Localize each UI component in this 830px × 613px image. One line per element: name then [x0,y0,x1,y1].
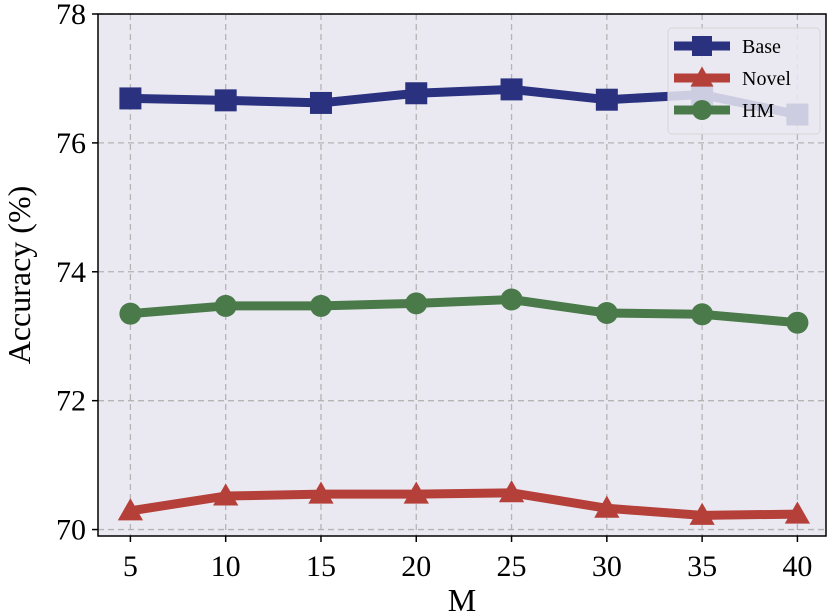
data-point [405,292,428,315]
legend-marker [692,100,712,120]
x-axis-ticks: 5 10 15 20 25 30 35 40 [123,536,812,583]
data-point [309,91,332,114]
legend-item-novel: Novel [674,66,791,90]
x-tick-label: 40 [782,550,812,583]
y-axis-label: Accuracy (%) [1,186,37,365]
legend-item-base: Base [674,36,781,58]
legend-label: HM [742,100,774,122]
y-axis-ticks: 70 72 74 76 78 [56,0,98,547]
legend-label: Base [742,36,781,58]
y-tick-label: 76 [56,127,86,160]
y-tick-label: 74 [56,256,86,289]
y-tick-label: 70 [56,514,86,547]
data-point [595,88,618,111]
legend-marker [692,36,712,56]
y-tick-label: 78 [56,0,86,31]
data-point [595,302,618,325]
data-point [498,480,525,503]
x-tick-label: 35 [687,550,717,583]
data-point [117,498,144,521]
data-point [784,501,811,524]
data-point [119,87,142,110]
plot-frame [97,13,827,537]
x-tick-label: 15 [306,550,336,583]
x-tick-label: 10 [211,550,241,583]
data-point [691,303,714,326]
legend-label: Novel [742,68,791,90]
data-point [594,495,620,518]
legend: Base Novel HM [667,27,821,135]
x-axis-label: M [448,582,476,613]
series-line [129,488,798,520]
data-point [309,294,332,317]
data-point [786,311,809,334]
legend-item-hm: HM [674,100,774,122]
data-point [500,78,523,101]
x-tick-label: 5 [123,550,138,583]
series-line [130,294,798,328]
series-hm [119,288,809,334]
data-point [500,288,523,311]
y-tick-label: 72 [56,385,86,418]
data-point [308,481,334,504]
data-point [403,481,429,504]
data-point [214,89,237,112]
x-tick-label: 25 [497,550,527,583]
series-novel [117,480,811,525]
x-tick-label: 30 [592,550,622,583]
data-point [214,294,237,317]
legend-marker [690,66,714,87]
data-point [405,82,428,105]
data-point [213,483,239,506]
data-point [689,502,715,525]
x-tick-label: 20 [401,550,431,583]
data-point [119,302,142,325]
